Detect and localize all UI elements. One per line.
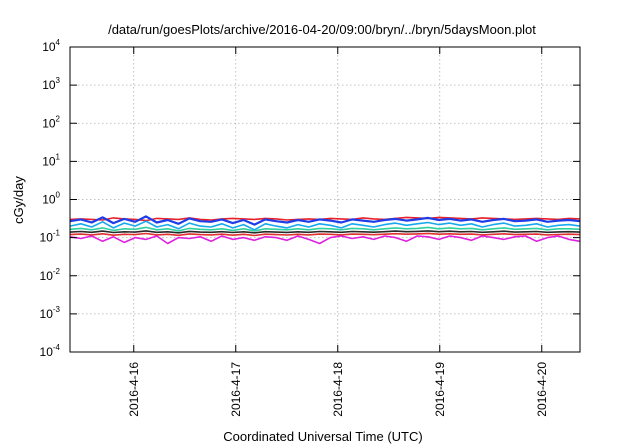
series-line-2 xyxy=(69,215,581,226)
y-tick-label: 100 xyxy=(42,191,60,207)
y-axis-label: cGy/day xyxy=(11,176,26,224)
series-line-4 xyxy=(69,226,581,232)
y-tick-exponent: 1 xyxy=(56,152,61,161)
plot-frame xyxy=(69,46,581,353)
y-tick-exponent: -1 xyxy=(53,229,61,238)
x-tick-label: 2016-4-18 xyxy=(331,362,345,417)
series-line-3 xyxy=(69,220,581,231)
series-layer xyxy=(69,215,581,245)
y-tick-label: 104 xyxy=(42,38,60,54)
y-tick-exponent: 3 xyxy=(56,76,61,85)
y-tick-label: 102 xyxy=(42,114,60,130)
x-tick-label: 2016-4-20 xyxy=(535,362,549,417)
x-tick-label: 2016-4-17 xyxy=(229,362,243,417)
y-tick-exponent: -4 xyxy=(53,343,61,352)
y-tick-exponent: -3 xyxy=(53,305,61,314)
y-tick-exponent: 0 xyxy=(56,191,61,200)
x-axis: 2016-4-16 2016-4-17 2016-4-18 2016-4-19 2016… xyxy=(127,47,549,417)
y-tick-label: 10-4 xyxy=(40,343,61,359)
y-tick-label: 103 xyxy=(42,76,60,92)
chart-title: /data/run/goesPlots/archive/2016-04-20/0… xyxy=(108,22,536,37)
series-line-7 xyxy=(69,235,581,245)
grid xyxy=(70,47,580,352)
y-tick-label: 10-1 xyxy=(40,229,61,245)
y-tick-exponent: -2 xyxy=(53,267,61,276)
series-line-5 xyxy=(69,230,581,234)
y-tick-exponent: 4 xyxy=(56,38,61,47)
x-tick-label: 2016-4-16 xyxy=(127,362,141,417)
y-tick-exponent: 2 xyxy=(56,114,61,123)
y-tick-label: 10-2 xyxy=(40,267,61,283)
series-line-6 xyxy=(69,232,581,237)
y-tick-label: 10-3 xyxy=(40,305,61,321)
y-tick-label: 101 xyxy=(42,152,60,168)
x-tick-label: 2016-4-19 xyxy=(433,362,447,417)
x-axis-label: Coordinated Universal Time (UTC) xyxy=(223,429,422,444)
